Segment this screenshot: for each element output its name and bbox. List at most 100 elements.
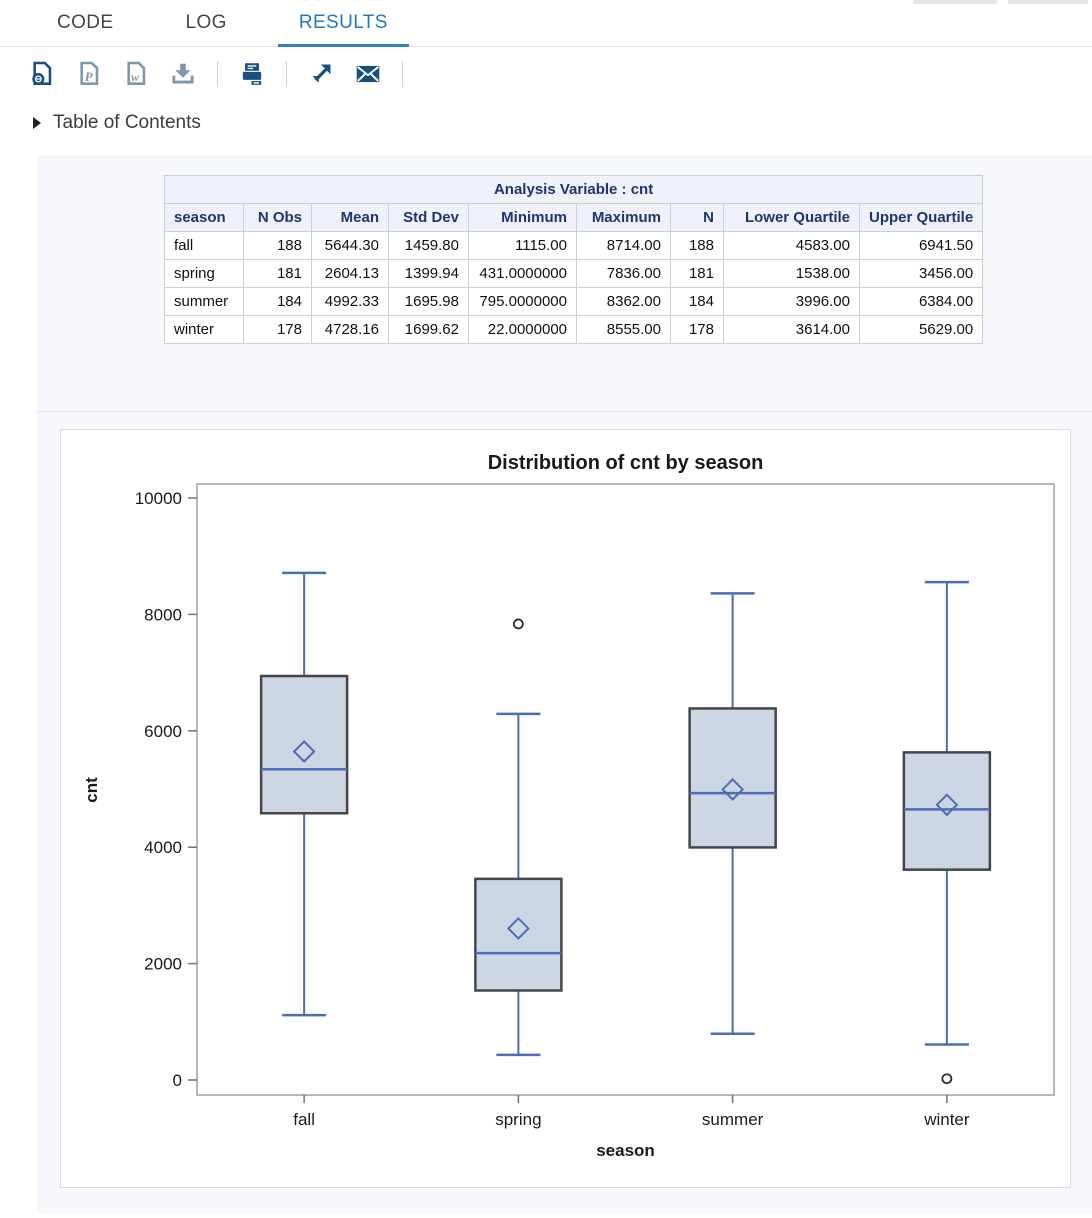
y-tick-label: 6000 xyxy=(144,722,182,741)
column-header: Mean xyxy=(311,203,389,232)
download-word-icon[interactable]: w xyxy=(121,59,151,89)
iqr-box xyxy=(474,877,563,992)
outlier-point xyxy=(941,1073,953,1085)
value-cell: 178 xyxy=(243,315,312,344)
value-cell: 1538.00 xyxy=(723,259,860,288)
x-axis-label: season xyxy=(596,1141,655,1160)
y-tick-label: 2000 xyxy=(144,955,182,974)
value-cell: 795.0000000 xyxy=(468,287,577,316)
box-fall xyxy=(259,571,349,1017)
value-cell: 3456.00 xyxy=(858,259,984,288)
results-tabs: CODE LOG RESULTS xyxy=(0,0,1092,47)
column-header: N Obs xyxy=(243,203,312,232)
stats-table-section: Analysis Variable : cnt season N Obs Mean S… xyxy=(37,155,1092,412)
value-cell: 1399.94 xyxy=(388,259,469,288)
tab-results[interactable]: RESULTS xyxy=(277,0,409,47)
boxplot-svg: Distribution of cnt by season 0 2000 4000 60… xyxy=(82,452,1055,1160)
analysis-variable-table: Analysis Variable : cnt season N Obs Mean S… xyxy=(163,175,984,344)
chart-section: Distribution of cnt by season 0 2000 4000 60… xyxy=(37,412,1092,1214)
x-tick-label: summer xyxy=(702,1110,764,1129)
table-of-contents-toggle[interactable]: Table of Contents xyxy=(33,112,1092,134)
value-cell: 7836.00 xyxy=(576,259,671,288)
value-cell: 5629.00 xyxy=(858,315,984,344)
value-cell: 184 xyxy=(670,287,724,316)
toolbar-separator xyxy=(217,61,218,87)
x-tick-label: winter xyxy=(923,1110,970,1129)
season-cell: summer xyxy=(164,287,244,316)
chart-panel: Distribution of cnt by season 0 2000 4000 60… xyxy=(60,429,1071,1188)
outlier-point xyxy=(512,618,524,630)
column-header: Minimum xyxy=(468,203,577,232)
email-icon[interactable] xyxy=(353,59,383,89)
cutoff-button-right[interactable] xyxy=(1008,0,1088,4)
column-header: Lower Quartile xyxy=(723,203,860,232)
box-winter xyxy=(902,580,992,1085)
svg-text:w: w xyxy=(131,70,139,84)
column-header: Std Dev xyxy=(388,203,469,232)
value-cell: 1695.98 xyxy=(388,287,469,316)
iqr-box xyxy=(259,674,349,815)
value-cell: 8362.00 xyxy=(576,287,671,316)
value-cell: 22.0000000 xyxy=(468,315,577,344)
table-row: winter 178 4728.16 1699.62 22.0000000 8555.00… xyxy=(164,315,984,344)
value-cell: 8555.00 xyxy=(576,315,671,344)
y-axis-label: cnt xyxy=(82,777,101,803)
value-cell: 2604.13 xyxy=(311,259,389,288)
tab-code[interactable]: CODE xyxy=(57,12,114,33)
value-cell: 4728.16 xyxy=(311,315,389,344)
cutoff-button-left[interactable] xyxy=(913,0,997,4)
results-toolbar: P w xyxy=(27,58,1092,90)
season-cell: winter xyxy=(164,315,244,344)
y-tick-label: 8000 xyxy=(144,605,182,624)
value-cell: 178 xyxy=(670,315,724,344)
season-cell: fall xyxy=(164,231,244,260)
table-row: spring 181 2604.13 1399.94 431.0000000 7836.0… xyxy=(164,259,984,288)
value-cell: 181 xyxy=(243,259,312,288)
svg-text:P: P xyxy=(85,69,93,84)
value-cell: 6941.50 xyxy=(858,231,984,260)
stats-tbody: fall 188 5644.30 1459.80 1115.00 8714.00 188 45… xyxy=(164,231,984,344)
mean-diamond xyxy=(292,740,316,763)
table-row: fall 188 5644.30 1459.80 1115.00 8714.00 188 45… xyxy=(164,231,984,260)
value-cell: 4583.00 xyxy=(723,231,860,260)
column-header: season xyxy=(164,203,244,232)
value-cell: 3996.00 xyxy=(723,287,860,316)
mean-diamond xyxy=(721,778,745,801)
value-cell: 1459.80 xyxy=(388,231,469,260)
column-header: Upper Quartile xyxy=(858,203,984,232)
mean-diamond xyxy=(506,917,530,940)
value-cell: 8714.00 xyxy=(576,231,671,260)
value-cell: 181 xyxy=(670,259,724,288)
table-caption: Analysis Variable : cnt xyxy=(163,175,984,204)
y-tick-label: 10000 xyxy=(135,489,182,508)
table-row: summer 184 4992.33 1695.98 795.0000000 8362.0… xyxy=(164,287,984,316)
download-file-icon[interactable] xyxy=(168,59,198,89)
download-html-icon[interactable] xyxy=(27,59,57,89)
toolbar-separator xyxy=(402,61,403,87)
value-cell: 1115.00 xyxy=(468,231,577,260)
table-caption-row: Analysis Variable : cnt xyxy=(163,175,984,204)
value-cell: 3614.00 xyxy=(723,315,860,344)
value-cell: 188 xyxy=(670,231,724,260)
value-cell: 1699.62 xyxy=(388,315,469,344)
box-spring xyxy=(474,618,563,1057)
column-header: N xyxy=(670,203,724,232)
chart-title: Distribution of cnt by season xyxy=(488,452,764,474)
download-pdf-icon[interactable]: P xyxy=(74,59,104,89)
y-tick-label: 4000 xyxy=(144,838,182,857)
y-tick-label: 0 xyxy=(173,1071,182,1090)
value-cell: 6384.00 xyxy=(858,287,984,316)
column-header: Maximum xyxy=(576,203,671,232)
value-cell: 431.0000000 xyxy=(468,259,577,288)
table-header-row: season N Obs Mean Std Dev Minimum Maximum N Low… xyxy=(164,203,984,232)
value-cell: 5644.30 xyxy=(311,231,389,260)
collapse-caret-icon xyxy=(33,117,41,129)
value-cell: 188 xyxy=(243,231,312,260)
toolbar-separator xyxy=(286,61,287,87)
print-icon[interactable] xyxy=(237,59,267,89)
value-cell: 4992.33 xyxy=(311,287,389,316)
tab-log[interactable]: LOG xyxy=(185,12,227,33)
season-cell: spring xyxy=(164,259,244,288)
mean-diamond xyxy=(935,793,959,817)
open-in-new-window-icon[interactable] xyxy=(306,59,336,89)
